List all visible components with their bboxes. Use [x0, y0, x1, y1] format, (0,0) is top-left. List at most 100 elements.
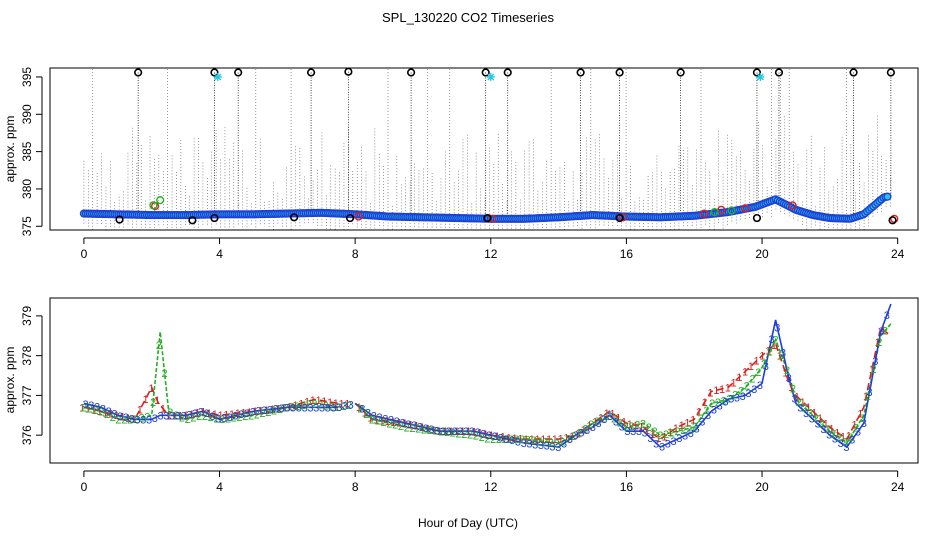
bottom-series-1-marker: 1	[379, 415, 385, 427]
bottom-series-3-marker: 3	[204, 408, 210, 420]
bottom-series-3-marker: 3	[757, 380, 763, 392]
bottom-series-1-marker: 1	[419, 422, 425, 434]
bottom-series-1-marker: 1	[96, 406, 102, 418]
bottom-series-1-marker: 1	[223, 409, 229, 421]
bottom-series-1-marker: 1	[834, 427, 840, 439]
top-reference-point	[210, 68, 219, 77]
bottom-series-2-marker: 2	[415, 424, 421, 436]
bottom-series-1-marker: 1	[177, 410, 183, 422]
bottom-series-3-marker: 3	[682, 430, 688, 442]
bottom-series-2-marker: 2	[294, 401, 300, 413]
top-reference-point	[407, 68, 416, 77]
bottom-series-3-marker: 3	[313, 402, 319, 414]
bottom-series-lines	[83, 303, 892, 449]
bottom-series-1-marker: 1	[500, 432, 506, 444]
top-fill-marker	[756, 72, 765, 81]
bottom-series-2-marker: 2	[876, 337, 882, 349]
bottom-series-1-marker: 1	[759, 350, 765, 362]
bottom-series-2-marker: 2	[92, 405, 98, 417]
top-y-tick-label: 385	[20, 141, 34, 161]
bottom-series-3-marker: 3	[521, 438, 527, 450]
bottom-series-1-marker: 1	[517, 434, 523, 446]
bottom-series-3-marker: 3	[861, 418, 867, 430]
bottom-series-2-marker: 2	[300, 400, 306, 412]
top-x-tick-label: 4	[216, 247, 223, 261]
bottom-series-1-marker: 1	[246, 407, 252, 419]
top-fill-marker	[486, 72, 495, 81]
bottom-series-3-marker: 3	[722, 396, 728, 408]
bottom-series-1-marker: 1	[315, 395, 321, 407]
bottom-series-1-marker: 1	[200, 406, 206, 418]
bottom-series-2-marker: 2	[421, 424, 427, 436]
bottom-series-1-marker: 1	[828, 423, 834, 435]
top-reference-point	[306, 68, 316, 77]
bottom-series-3-marker: 3	[820, 424, 826, 436]
bottom-series-2-marker: 2	[265, 407, 271, 419]
bottom-series-2-marker: 2	[830, 429, 836, 441]
bottom-series-3-marker: 3	[544, 441, 550, 453]
bottom-series-2-marker: 2	[404, 422, 410, 434]
bottom-y-tick-label: 377	[20, 385, 34, 405]
bottom-series-3-marker: 3	[129, 414, 135, 426]
bottom-series-1-marker: 1	[437, 426, 443, 438]
bottom-series-2-marker: 2	[738, 385, 744, 397]
bottom-series-1-marker: 1	[857, 409, 863, 421]
bottom-series-1-marker: 1	[396, 417, 402, 429]
bottom-series-1-marker: 1	[108, 409, 114, 421]
bottom-series-1-marker: 1	[408, 419, 414, 431]
bottom-series-2-marker: 2	[651, 426, 657, 438]
bottom-series-3-marker: 3	[123, 412, 129, 424]
bottom-series-3-marker: 3	[480, 428, 486, 440]
bottom-series-2-marker: 2	[594, 416, 600, 428]
top-plot-frame	[49, 67, 919, 231]
bottom-x-tick-label: 4	[216, 480, 223, 494]
bottom-x-tick-label: 12	[484, 480, 498, 494]
bottom-series-3-marker: 3	[342, 401, 348, 413]
bottom-series-1-marker: 1	[690, 415, 696, 427]
bottom-series-3-marker: 3	[296, 402, 302, 414]
bottom-series-2-marker: 2	[271, 405, 277, 417]
bottom-series-3-marker: 3	[596, 418, 602, 430]
bottom-series-3-marker: 3	[555, 442, 561, 454]
bottom-series-2-marker: 2	[634, 420, 640, 432]
top-reference-point	[483, 213, 492, 223]
bottom-series-2-marker: 2	[104, 409, 110, 421]
bottom-series-2-marker: 2	[98, 406, 104, 418]
bottom-series-3-marker: 3	[745, 388, 751, 400]
top-warn-point	[488, 214, 497, 223]
bottom-series-3-marker: 3	[186, 409, 192, 421]
bottom-series-1-marker: 1	[454, 426, 460, 438]
bottom-x-tick-label: 16	[620, 480, 634, 494]
bottom-series-1-marker: 1	[598, 412, 604, 424]
bottom-series-1-marker: 1	[730, 377, 736, 389]
bottom-series-1-marker: 1	[292, 400, 298, 412]
bottom-series-1-marker: 1	[707, 388, 713, 400]
bottom-series-1-marker: 1	[327, 397, 333, 409]
bottom-series-1-marker: 1	[281, 403, 287, 415]
bottom-series-1-marker: 1	[875, 337, 881, 349]
bottom-series-2-marker: 2	[358, 403, 364, 415]
bottom-series-3-marker: 3	[872, 356, 878, 368]
bottom-series-3-marker: 3	[590, 422, 596, 434]
bottom-series-2-marker: 2	[507, 434, 513, 446]
top-reference-point	[615, 213, 624, 223]
bottom-series-2-marker: 2	[427, 425, 433, 437]
bottom-series-1-marker: 1	[523, 434, 529, 446]
bottom-series-1-marker: 1	[344, 398, 350, 410]
bottom-series-2-marker: 2	[871, 364, 877, 376]
bottom-series-1-marker: 1	[465, 426, 471, 438]
top-fill-marker	[213, 72, 222, 81]
bottom-series-1-marker: 1	[137, 405, 143, 417]
bottom-series-3-marker: 3	[780, 348, 786, 360]
bottom-series-1-marker: 1	[880, 325, 886, 337]
bottom-series-2-marker: 2	[173, 410, 179, 422]
bottom-series-1-marker: 1	[540, 434, 546, 446]
bottom-series-2-marker: 2	[456, 428, 462, 440]
top-reference-point	[188, 216, 197, 225]
bottom-series-1-marker: 1	[119, 411, 125, 423]
bottom-series-2-marker: 2	[502, 434, 508, 446]
bottom-series-2-marker: 2	[386, 418, 392, 430]
bottom-series-2-marker: 2	[600, 413, 606, 425]
bottom-series-1-marker: 1	[811, 408, 817, 420]
